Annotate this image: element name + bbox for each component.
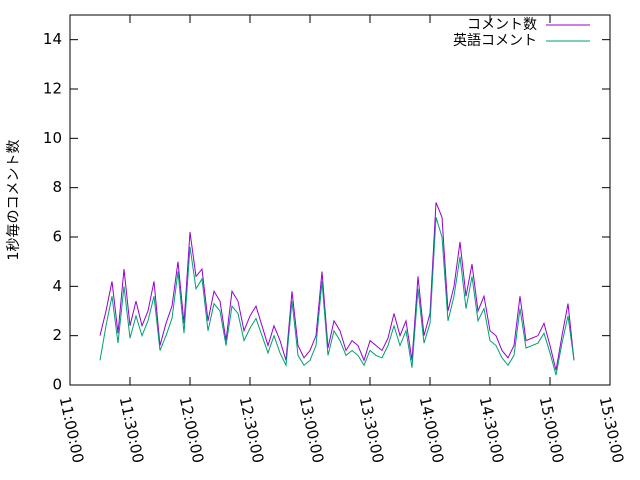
x-tick-label: 12:00:00 (176, 395, 208, 465)
x-tick-label: 15:00:00 (536, 395, 568, 465)
x-tick-label: 14:00:00 (416, 395, 448, 465)
y-tick-label: 12 (43, 80, 62, 98)
y-tick-label: 14 (43, 30, 62, 48)
x-tick-label: 14:30:00 (476, 395, 508, 465)
series-line (99, 217, 575, 376)
x-tick-label: 13:00:00 (296, 395, 328, 465)
legend-label: コメント数 (467, 17, 537, 33)
y-tick-label: 4 (52, 277, 62, 295)
y-tick-label: 2 (52, 326, 62, 344)
y-tick-label: 6 (52, 228, 62, 246)
series-line (99, 202, 575, 371)
x-tick-label: 11:30:00 (116, 395, 148, 465)
y-tick-label: 10 (43, 129, 62, 147)
y-tick-label: 8 (52, 178, 62, 196)
plot-frame (69, 14, 611, 386)
x-tick-label: 15:30:00 (596, 395, 628, 465)
y-axis-label: 1秒毎のコメント数 (6, 140, 22, 261)
legend-label: 英語コメント (453, 32, 537, 49)
x-tick-label: 11:00:00 (56, 395, 88, 465)
x-tick-label: 12:30:00 (236, 395, 268, 465)
x-tick-label: 13:30:00 (356, 395, 388, 465)
y-tick-label: 0 (52, 376, 62, 394)
